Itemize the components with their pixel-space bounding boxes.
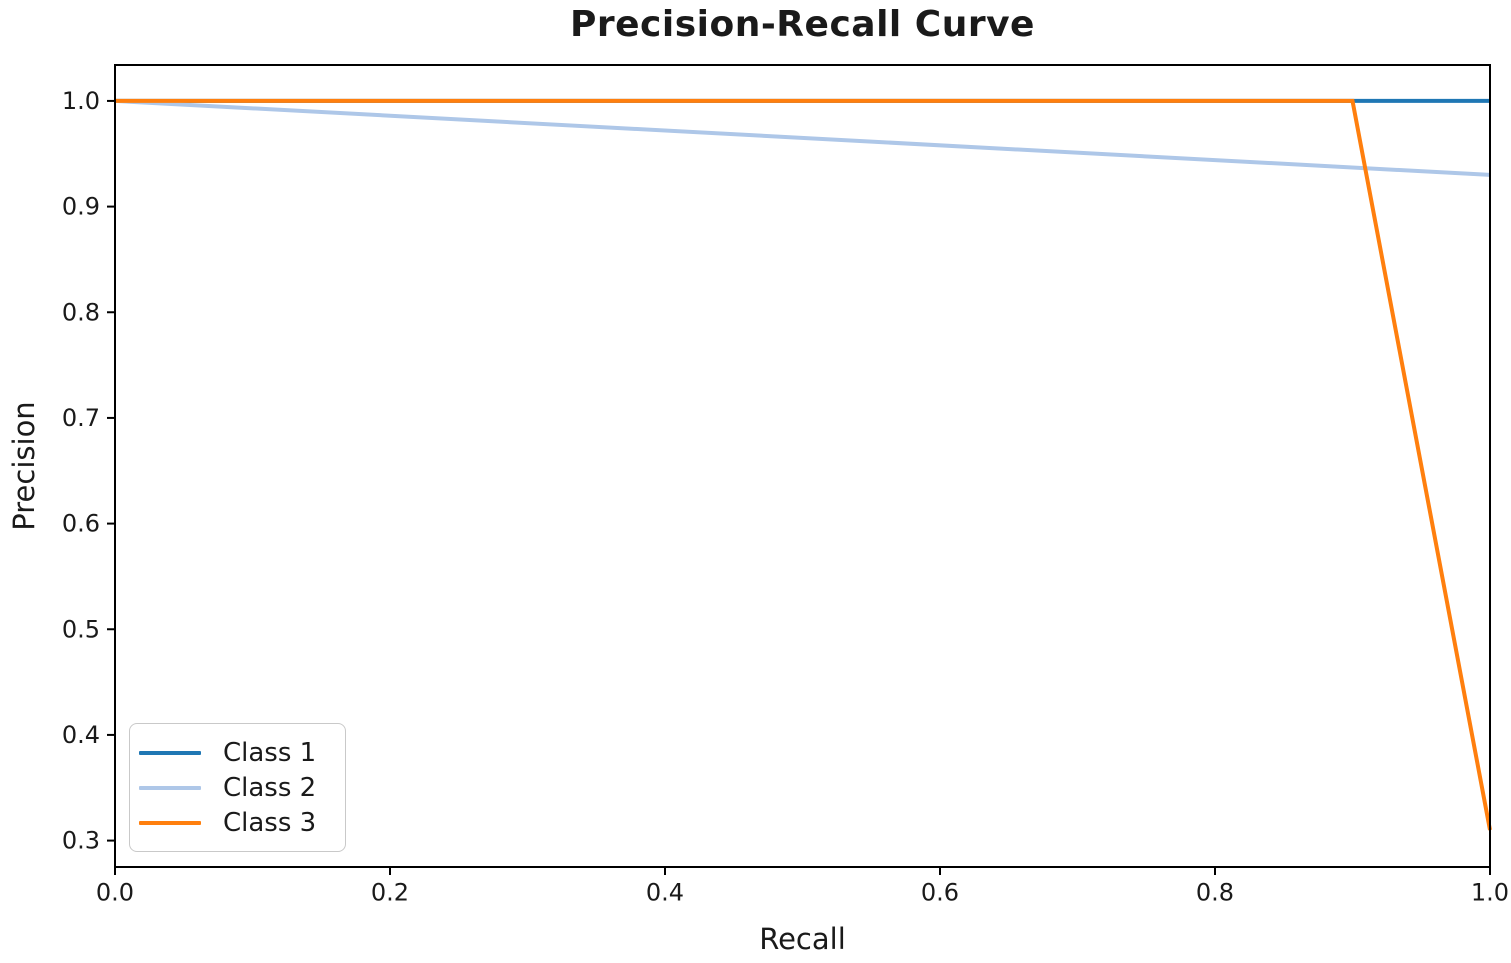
chart-title: Precision-Recall Curve (570, 4, 1035, 45)
y-axis-label: Precision (7, 401, 41, 531)
x-tick-label: 0.4 (646, 879, 684, 907)
y-tick-label: 1.0 (62, 87, 100, 115)
y-tick-label: 0.8 (62, 298, 100, 326)
y-tick-label: 0.7 (62, 404, 100, 432)
y-tick-label: 0.4 (62, 721, 100, 749)
legend-label: Class 1 (223, 737, 317, 768)
x-tick-label: 0.8 (1196, 879, 1234, 907)
legend-swatch-class-1 (139, 750, 201, 755)
y-tick-label: 0.5 (62, 615, 100, 643)
legend-row: Class 2 (139, 770, 335, 805)
legend-label: Class 2 (223, 772, 317, 803)
legend-swatch-class-2 (139, 785, 201, 790)
x-tick-label: 0.2 (371, 879, 409, 907)
legend-row: Class 3 (139, 805, 335, 840)
plot-border (114, 64, 1491, 868)
y-tick-label: 0.6 (62, 510, 100, 538)
legend-swatch-class-3 (139, 820, 201, 825)
x-tick-label: 1.0 (1471, 879, 1509, 907)
series-line-class-2 (114, 98, 1491, 177)
x-axis-label: Recall (759, 922, 846, 956)
legend-row: Class 1 (139, 735, 335, 770)
y-tick-label: 0.9 (62, 193, 100, 221)
series-line-class-3 (115, 98, 1492, 831)
y-tick-label: 0.3 (62, 827, 100, 855)
x-tick-label: 0.6 (921, 879, 959, 907)
legend-label: Class 3 (223, 807, 317, 838)
legend: Class 1 Class 2 Class 3 (129, 723, 346, 852)
x-tick-label: 0.0 (96, 879, 134, 907)
